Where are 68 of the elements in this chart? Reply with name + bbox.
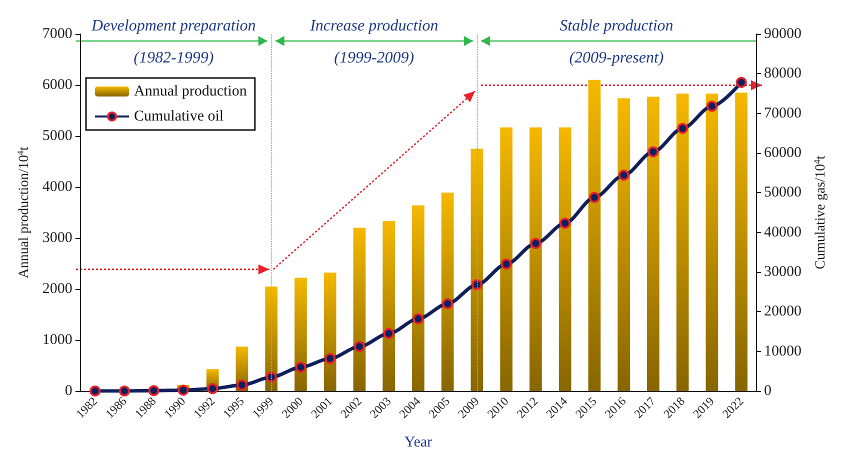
- point: [677, 122, 688, 134]
- point: [236, 380, 248, 391]
- point: [560, 218, 571, 229]
- annotation: Increase production: [309, 18, 438, 34]
- point: [295, 362, 306, 373]
- y-tick-label: 4000: [42, 179, 72, 195]
- bar: [558, 127, 572, 391]
- y-axis-title: Annual production/104t: [16, 146, 32, 278]
- point: [266, 372, 277, 383]
- y-tick-label: 7000: [42, 26, 72, 42]
- y2-tick-label: 70000: [764, 105, 802, 122]
- y-tick-label: 3000: [42, 230, 72, 246]
- bar: [412, 205, 424, 391]
- annotation: (1999-2009): [334, 50, 414, 66]
- point: [148, 385, 160, 396]
- point: [471, 279, 482, 290]
- point: [618, 170, 630, 181]
- bar: [530, 127, 542, 391]
- bar: [647, 96, 660, 391]
- annotation: Stable production: [560, 18, 674, 34]
- point: [706, 100, 718, 112]
- bar: [618, 98, 630, 391]
- point: [178, 384, 189, 396]
- annotation: Development preparation: [90, 18, 256, 34]
- y2-tick-label: 10000: [764, 343, 802, 360]
- point: [736, 76, 747, 88]
- y2-tick-label: 80000: [764, 66, 802, 82]
- point: [118, 386, 130, 396]
- x-axis-title: Year: [404, 434, 432, 450]
- bar: [676, 94, 689, 391]
- y2-tick-label: 40000: [764, 224, 802, 240]
- point: [207, 383, 218, 394]
- bar: [588, 80, 601, 391]
- legend-label: Cumulative oil: [134, 108, 224, 124]
- y2-tick-label: 90000: [764, 26, 802, 42]
- y-tick-label: 6000: [42, 77, 72, 93]
- legend-label: Annual production: [134, 84, 248, 100]
- y-tick-label: 0: [64, 383, 72, 399]
- point: [530, 238, 542, 249]
- bar: [294, 278, 307, 391]
- y2-axis-title: Cumulative gas/104t: [812, 156, 828, 270]
- point: [90, 386, 101, 396]
- bar: [324, 272, 336, 391]
- y2-tick-label: 20000: [764, 304, 802, 320]
- y-tick-label: 1000: [42, 332, 72, 348]
- bar: [706, 94, 718, 391]
- point: [588, 192, 600, 203]
- bar: [382, 221, 395, 391]
- point: [442, 298, 454, 310]
- bar: [470, 148, 484, 391]
- bar: [441, 192, 454, 391]
- y2-tick-label: 30000: [764, 264, 802, 280]
- y-tick-label: 5000: [42, 128, 72, 144]
- y-tick-label: 2000: [42, 281, 72, 297]
- annotation: (2009-present): [569, 50, 664, 66]
- point: [354, 341, 365, 352]
- y2-tick-label: 0: [764, 383, 772, 399]
- y2-tick-label: 60000: [764, 145, 802, 161]
- point: [412, 313, 424, 324]
- point: [324, 352, 336, 364]
- y2-tick-label: 50000: [764, 184, 802, 201]
- bar: [353, 228, 366, 391]
- point: [383, 328, 394, 339]
- point: [648, 146, 659, 158]
- annotation: (1982-1999): [134, 50, 214, 66]
- point: [500, 258, 512, 270]
- bar: [500, 127, 512, 391]
- bar: [735, 92, 748, 391]
